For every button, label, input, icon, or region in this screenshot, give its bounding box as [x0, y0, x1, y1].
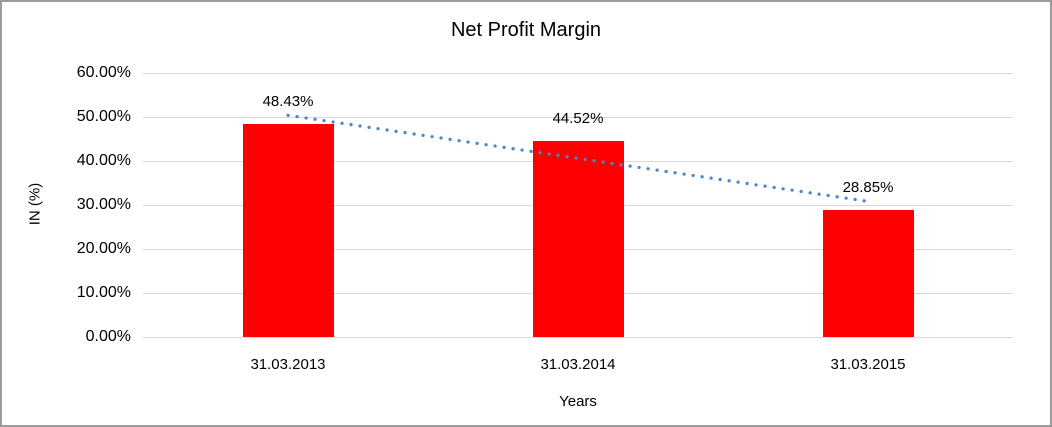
trendline	[286, 113, 870, 204]
chart-title: Net Profit Margin	[450, 19, 602, 41]
bar	[822, 210, 914, 337]
category-label: 31.03.2013	[250, 356, 326, 373]
y-tick-label: 60.00%	[76, 64, 131, 81]
x-axis-title: Years	[559, 393, 597, 410]
category-label: 31.03.2015	[830, 356, 906, 373]
y-tick-label: 30.00%	[76, 196, 131, 213]
data-label: 28.85%	[842, 179, 894, 197]
category-label: 31.03.2014	[540, 356, 616, 373]
bar	[532, 141, 624, 337]
y-tick-label: 20.00%	[76, 240, 131, 257]
y-tick-label: 50.00%	[76, 108, 131, 125]
y-tick-label: 10.00%	[76, 284, 131, 301]
bar	[242, 123, 334, 337]
gridline	[143, 116, 1013, 118]
y-tick-label: 0.00%	[85, 328, 131, 345]
data-label: 48.43%	[262, 92, 314, 110]
y-tick-label: 40.00%	[76, 152, 131, 169]
data-label: 44.52%	[552, 110, 604, 128]
gridline	[143, 336, 1013, 338]
gridline	[143, 72, 1013, 74]
